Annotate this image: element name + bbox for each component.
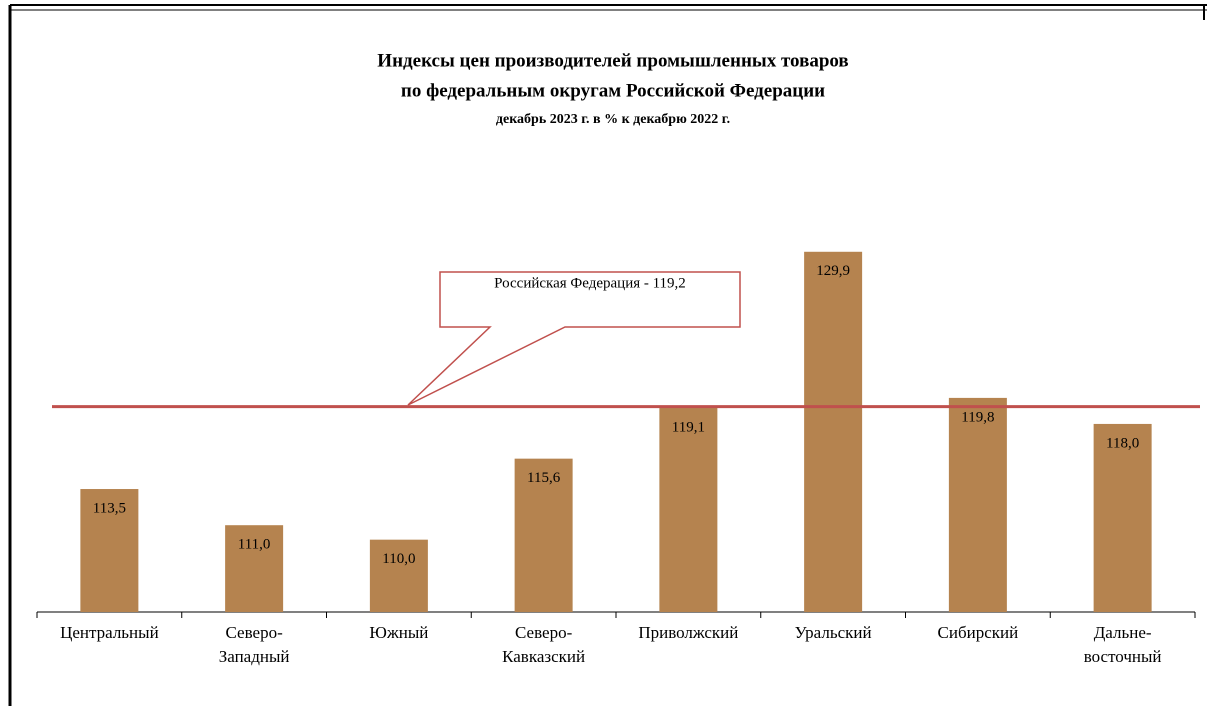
x-tick-label: восточный [1084, 647, 1162, 666]
x-tick-label: Южный [369, 623, 428, 642]
bar [225, 525, 284, 612]
value-label: 111,0 [238, 537, 271, 553]
chart-note: декабрь 2023 г. в % к декабрю 2022 г. [496, 112, 730, 127]
bar [948, 397, 1007, 612]
bar [804, 251, 863, 612]
value-label: 118,0 [1106, 435, 1139, 451]
x-tick-label: Дальне- [1094, 623, 1152, 642]
value-label: 129,9 [816, 263, 850, 279]
x-tick-label: Центральный [60, 623, 159, 642]
value-label: 119,8 [961, 409, 994, 425]
reference-label: Российская Федерация - 119,2 [494, 275, 686, 291]
x-tick-label: Северо- [226, 623, 284, 642]
value-label: 115,6 [527, 470, 561, 486]
bar [659, 408, 718, 612]
callout-box [407, 271, 741, 406]
chart-subtitle: по федеральным округам Российской Федера… [401, 80, 825, 101]
x-tick-label: Кавказский [502, 647, 585, 666]
x-tick-label: Западный [219, 647, 290, 666]
x-tick-label: Уральский [795, 623, 872, 642]
bar [80, 489, 139, 612]
bar [514, 458, 573, 612]
value-label: 119,1 [672, 419, 705, 435]
x-tick-label: Приволжский [638, 623, 738, 642]
x-tick-label: Сибирский [938, 623, 1019, 642]
bar [1093, 423, 1152, 612]
bar [369, 539, 428, 612]
x-tick-label: Северо- [515, 623, 573, 642]
value-label: 113,5 [93, 500, 126, 516]
value-label: 110,0 [382, 551, 415, 567]
chart-title: Индексы цен производителей промышленных … [377, 50, 848, 71]
